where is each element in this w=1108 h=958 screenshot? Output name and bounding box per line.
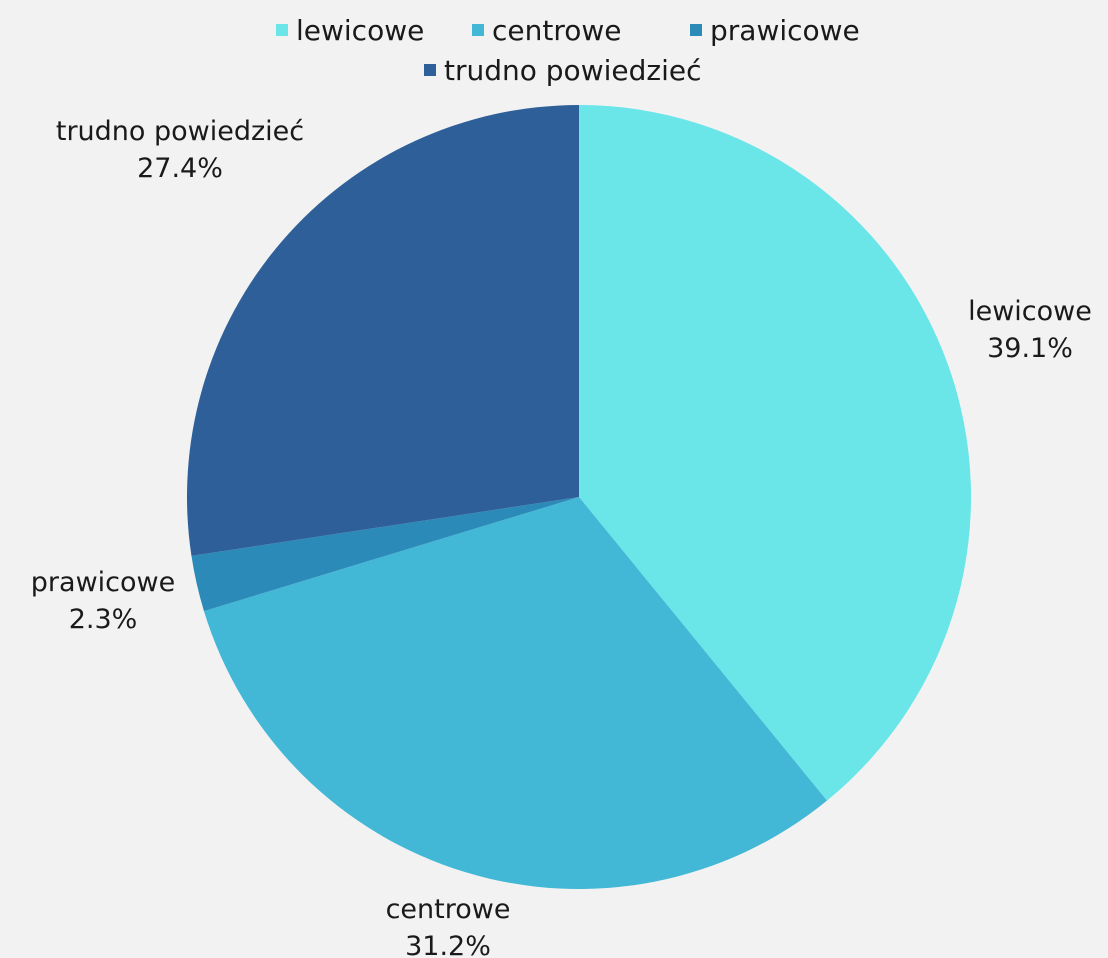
legend-swatch-lewicowe xyxy=(276,24,288,36)
slice-label-trudno-powiedziec: trudno powiedzieć xyxy=(56,116,304,147)
slice-labels: lewicowe 39.1% centrowe 31.2% prawicowe 2.3% t… xyxy=(31,116,1092,958)
legend-swatch-prawicowe xyxy=(690,24,702,36)
slice-label-lewicowe: lewicowe xyxy=(968,296,1092,327)
legend-label-centrowe: centrowe xyxy=(492,14,622,47)
pie-slice-centrowe xyxy=(203,497,827,890)
legend-label-lewicowe: lewicowe xyxy=(296,14,424,47)
legend-swatch-centrowe xyxy=(472,24,484,36)
slice-value-centrowe: 31.2% xyxy=(405,931,491,958)
slice-label-prawicowe: prawicowe xyxy=(31,567,175,598)
legend: lewicowe centrowe prawicowe trudno powiedzi… xyxy=(276,14,860,87)
slice-label-centrowe: centrowe xyxy=(386,894,511,925)
legend-swatch-trudno-powiedziec xyxy=(424,64,436,76)
pie-slices xyxy=(187,105,972,890)
pie-slice-trudno-powiedziec xyxy=(187,105,579,556)
legend-label-prawicowe: prawicowe xyxy=(710,14,860,47)
pie-slice-prawicowe xyxy=(191,497,579,612)
slice-value-prawicowe: 2.3% xyxy=(69,604,138,635)
slice-value-trudno-powiedziec: 27.4% xyxy=(137,153,223,184)
slice-value-lewicowe: 39.1% xyxy=(987,333,1073,364)
legend-label-trudno-powiedziec: trudno powiedzieć xyxy=(444,54,701,87)
pie-slice-lewicowe xyxy=(579,105,972,801)
